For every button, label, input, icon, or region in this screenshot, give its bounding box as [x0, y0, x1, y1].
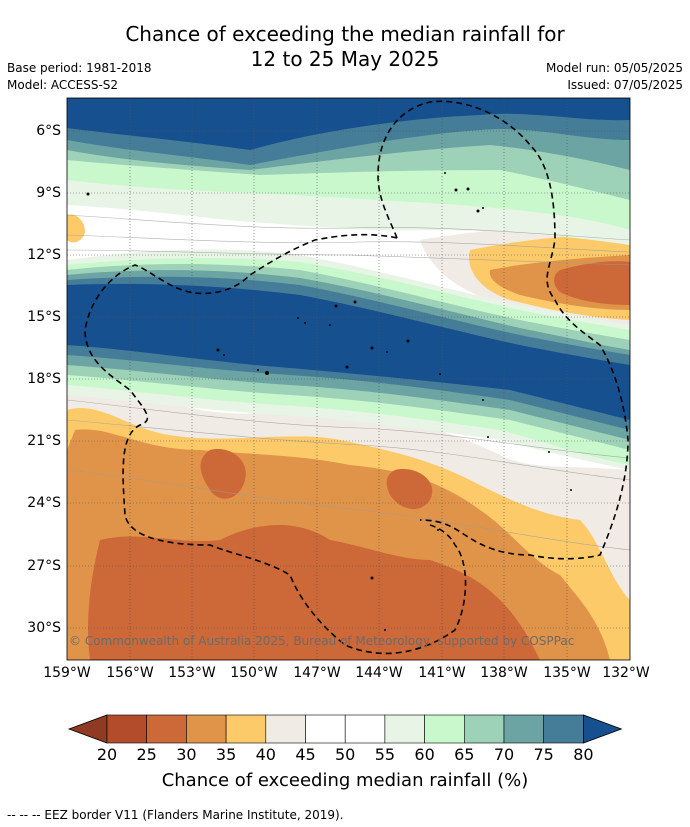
colorbar-segment: [424, 714, 465, 744]
base-period: Base period: 1981-2018: [7, 61, 152, 75]
colorbar-over-arrow: [583, 714, 623, 744]
wet-central-core: [67, 283, 630, 420]
chart-title: Chance of exceeding the median rainfall …: [0, 22, 690, 72]
lon-label-135w: 135°W: [543, 665, 591, 681]
model-run: Model run: 05/05/2025: [545, 61, 683, 75]
colorbar: [67, 714, 623, 744]
colorbar-segment: [543, 714, 584, 744]
colorbar-tick-label: 65: [454, 745, 475, 764]
lat-label-9s: 9°S: [36, 185, 61, 201]
eez-borders: [84, 100, 629, 655]
colorbar-under-arrow: [67, 714, 108, 744]
lat-label-24s: 24°S: [27, 495, 61, 511]
colorbar-tick-label: 20: [96, 745, 118, 764]
eez-french-polynesia-north: [377, 100, 629, 560]
islands: [86, 172, 572, 631]
dry-zone-30: [88, 525, 540, 660]
colorbar-tick-label: 60: [414, 745, 435, 764]
lon-label-141w: 141°W: [418, 665, 466, 681]
colorbar-segment: [146, 714, 187, 744]
copyright-notice: © Commonwealth of Australia 2025, Bureau…: [69, 634, 575, 648]
colorbar-segment: [384, 714, 425, 744]
lat-label-21s: 21°S: [27, 433, 61, 449]
eez-footnote: -- -- -- EEZ border V11 (Flanders Marine…: [7, 808, 344, 822]
issued-date: Issued: 07/05/2025: [567, 78, 683, 92]
probability-field: [67, 98, 630, 660]
lon-label-147w: 147°W: [293, 665, 341, 681]
lon-label-153w: 153°W: [168, 665, 216, 681]
colorbar-label: Chance of exceeding median rainfall (%): [161, 770, 529, 791]
colorbar-tick-label: 55: [374, 745, 396, 764]
meta-right: Model run: 05/05/2025 Issued: 07/05/2025: [546, 60, 683, 94]
colorbar-segment: [503, 714, 545, 744]
colorbar-tick-label: 70: [493, 745, 515, 764]
colorbar-tick-label: 45: [295, 745, 316, 764]
dry-zone-30-north: [200, 449, 246, 499]
meta-left: Base period: 1981-2018 Model: ACCESS-S2: [7, 60, 152, 94]
map-frame: [66, 97, 631, 661]
lon-label-138w: 138°W: [480, 665, 528, 681]
colorbar-tick-label: 40: [255, 745, 276, 764]
model-name: Model: ACCESS-S2: [7, 78, 119, 92]
colorbar-tick-label: 50: [335, 745, 356, 764]
colorbar-tick-label: 80: [573, 745, 594, 764]
title-line-1: Chance of exceeding the median rainfall …: [125, 22, 565, 46]
lat-label-27s: 27°S: [27, 558, 61, 574]
lat-label-12s: 12°S: [27, 247, 61, 263]
lon-label-159w: 159°W: [43, 665, 91, 681]
lon-label-144w: 144°W: [355, 665, 403, 681]
colorbar-tick-label: 75: [533, 745, 554, 764]
wet-north-core: [67, 98, 630, 150]
colorbar-segment: [265, 714, 306, 744]
colorbar-tick-label: 35: [215, 745, 237, 764]
lat-label-15s: 15°S: [27, 309, 61, 325]
dry-zone-30-east: [386, 469, 433, 510]
lat-label-6s: 6°S: [36, 123, 61, 139]
dry-band-30: [554, 261, 630, 305]
colorbar-segment: [106, 714, 148, 744]
lon-label-156w: 156°W: [106, 665, 154, 681]
colorbar-tick-label: 25: [136, 745, 157, 764]
lat-label-30s: 30°S: [27, 620, 61, 636]
lon-label-132w: 132°W: [602, 665, 650, 681]
colorbar-segment: [186, 714, 227, 744]
lon-label-150w: 150°W: [230, 665, 278, 681]
title-line-2: 12 to 25 May 2025: [250, 47, 440, 71]
eez-central-link: [84, 233, 467, 655]
colorbar-segment: [344, 714, 386, 744]
colorbar-segment: [463, 714, 505, 744]
colorbar-tick-label: 30: [176, 745, 197, 764]
lat-label-18s: 18°S: [27, 371, 61, 387]
graticule: [67, 98, 630, 660]
colorbar-segment: [305, 714, 346, 744]
colorbar-segment: [225, 714, 267, 744]
